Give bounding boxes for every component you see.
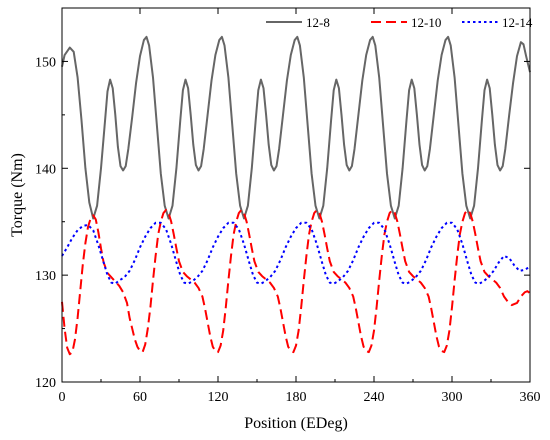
x-tick-label: 60: [133, 390, 147, 405]
x-tick-label: 360: [520, 390, 541, 405]
x-tick-label: 120: [208, 390, 229, 405]
x-tick-label: 240: [364, 390, 385, 405]
series-line-12-14: [61, 221, 531, 285]
legend-label-12-14: 12-14: [502, 15, 533, 30]
series-layer: [61, 35, 531, 356]
y-tick-label: 140: [35, 162, 56, 177]
series-line-12-8: [61, 35, 531, 220]
legend: 12-8 12-10 12-14: [266, 15, 533, 30]
legend-label-12-10: 12-10: [411, 15, 441, 30]
y-tick-label: 130: [35, 269, 56, 284]
y-axis-title: Torque (Nm): [9, 153, 26, 237]
y-tick-label: 120: [35, 376, 56, 391]
legend-label-12-8: 12-8: [306, 15, 330, 30]
ticks-layer: 0 60 120 180 240 300 360 120 130 140 150: [35, 8, 541, 405]
x-axis-title: Position (EDeg): [244, 415, 348, 432]
x-tick-label: 300: [442, 390, 463, 405]
y-tick-label: 150: [35, 55, 56, 70]
series-line-12-10: [61, 208, 531, 356]
x-tick-label: 0: [59, 390, 66, 405]
x-tick-label: 180: [286, 390, 307, 405]
